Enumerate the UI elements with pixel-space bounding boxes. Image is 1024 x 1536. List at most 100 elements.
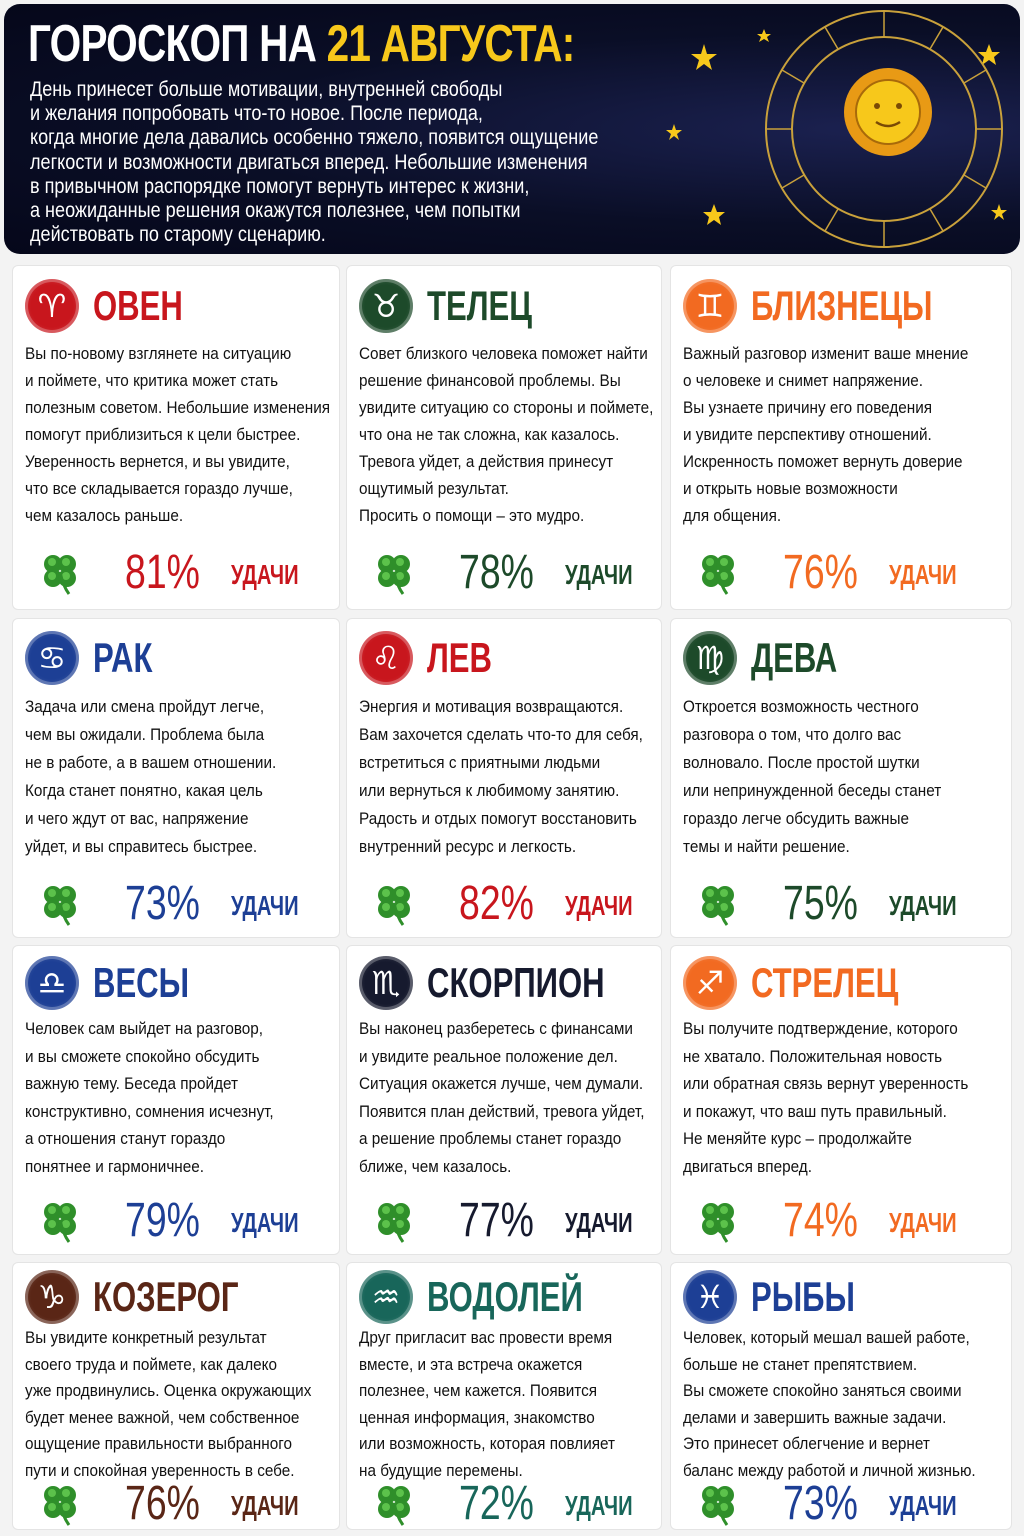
intro: День принесет больше мотивации, внутренн… xyxy=(30,78,598,247)
sign-icon: ♐ xyxy=(683,956,737,1010)
luck-percent: 75% xyxy=(783,877,858,930)
text-line: вместе, и эта встреча окажется xyxy=(359,1354,583,1374)
sign-name: ВЕСЫ xyxy=(93,959,190,1006)
clover xyxy=(693,1198,743,1249)
header: ГОРОСКОП НА 21 АВГУСТА: День принесет бо… xyxy=(4,4,1020,254)
text-line: делами и завершить важные задачи. xyxy=(683,1407,947,1427)
sign-header: ♈ ОВЕН xyxy=(25,278,214,334)
text-line: чем казалось раньше. xyxy=(25,506,184,525)
text-line: и чего ждут от вас, напряжение xyxy=(25,809,249,828)
clover-icon xyxy=(702,1203,734,1243)
text-line: Вы сможете спокойно заняться своими xyxy=(683,1381,962,1400)
sign-header: ♓ РЫБЫ xyxy=(683,1269,891,1325)
luck-label: УДАЧИ xyxy=(889,1490,957,1521)
luck-row: 76% УДАЧИ xyxy=(13,1479,339,1529)
title: ГОРОСКОП НА 21 АВГУСТА: xyxy=(28,14,575,74)
luck-row: 73% УДАЧИ xyxy=(671,1479,1011,1529)
luck-percent: 73% xyxy=(125,877,200,930)
luck-label: УДАЧИ xyxy=(231,890,299,921)
sign-card: ♌ ЛЕВ Энергия и мотивация возвращаются. Вам… xyxy=(346,618,662,938)
sign-header: ♌ ЛЕВ xyxy=(359,630,515,686)
luck-label: УДАЧИ xyxy=(565,1207,633,1238)
sign-name: РЫБЫ xyxy=(751,1273,855,1320)
intro-line: легкости и возможности двигаться вперед.… xyxy=(30,150,588,174)
luck-label: УДАЧИ xyxy=(565,890,633,921)
text-line: Важный разговор изменит ваше мнение xyxy=(683,344,969,363)
sign-name: ОВЕН xyxy=(93,282,183,329)
sign-text: Вы получите подтверждение, которого не хв… xyxy=(683,1015,968,1180)
clover-icon xyxy=(702,555,734,595)
sign-name: РАК xyxy=(93,634,153,681)
text-line: и покажут, что ваш путь правильный. xyxy=(683,1101,947,1121)
sign-icon: ♌ xyxy=(359,631,413,685)
luck-row: 79% УДАЧИ xyxy=(13,1196,339,1246)
text-line: баланс между работой и личной жизнью. xyxy=(683,1460,976,1480)
text-line: Энергия и мотивация возвращаются. xyxy=(359,697,624,716)
luck-percent: 72% xyxy=(459,1477,534,1530)
luck-percent: 78% xyxy=(459,546,534,599)
sign-header: ♒ ВОДОЛЕЙ xyxy=(359,1269,638,1325)
text-line: внутренний ресурс и легкость. xyxy=(359,837,577,856)
sign-header: ♊ БЛИЗНЕЦЫ xyxy=(683,278,996,334)
text-line: решение финансовой проблемы. Вы xyxy=(359,371,621,390)
text-line: помогут приблизиться к цели быстрее. xyxy=(25,425,301,444)
text-line: Совет близкого человека поможет найти xyxy=(359,344,648,363)
text-line: Появится план действий, тревога уйдет, xyxy=(359,1101,645,1121)
text-line: или непринужденной беседы станет xyxy=(683,781,942,800)
sign-text: Человек сам выйдет на разговор, и вы смож… xyxy=(25,1015,274,1180)
sign-name: ДЕВА xyxy=(751,634,838,681)
text-line: увидите ситуацию со стороны и поймете, xyxy=(359,398,654,417)
text-line: Ситуация окажется лучше, чем думали. xyxy=(359,1074,644,1093)
text-line: встретиться с приятными людьми xyxy=(359,753,601,772)
text-line: не хватало. Положительная новость xyxy=(683,1046,943,1066)
clover-icon xyxy=(44,1203,76,1243)
luck-row: 74% УДАЧИ xyxy=(671,1196,1011,1246)
luck-percent: 77% xyxy=(459,1194,534,1247)
sign-icon: ♈ xyxy=(25,279,79,333)
clover xyxy=(35,1198,85,1249)
sign-text: Вы увидите конкретный результат своего тр… xyxy=(25,1325,311,1484)
luck-percent: 82% xyxy=(459,877,534,930)
sign-name: СТРЕЛЕЦ xyxy=(751,959,899,1006)
clover xyxy=(693,881,743,932)
luck-label: УДАЧИ xyxy=(565,559,633,590)
text-line: или вернуться к любимому занятию. xyxy=(359,781,620,800)
luck-label: УДАЧИ xyxy=(231,559,299,590)
sign-text: Вы по-новому взглянете на ситуацию и пойм… xyxy=(25,340,330,529)
sign-card: ♉ ТЕЛЕЦ Совет близкого человека поможет на… xyxy=(346,265,662,610)
sign-icon: ♎ xyxy=(25,956,79,1010)
text-line: о человеке и снимет напряжение. xyxy=(683,371,924,390)
text-line: Тревога уйдет, а действия принесут xyxy=(359,452,614,471)
sign-card: ♒ ВОДОЛЕЙ Друг пригласит вас провести врем… xyxy=(346,1262,662,1530)
text-line: Уверенность вернется, и вы увидите, xyxy=(25,452,290,471)
sign-card: ♊ БЛИЗНЕЦЫ Важный разговор изменит ваше мн… xyxy=(670,265,1012,610)
text-line: Человек, который мешал вашей работе, xyxy=(683,1328,970,1347)
text-line: Вы наконец разберетесь с финансами xyxy=(359,1019,633,1038)
luck-label: УДАЧИ xyxy=(889,559,957,590)
luck-percent: 74% xyxy=(783,1194,858,1247)
sign-icon: ♏ xyxy=(359,956,413,1010)
text-line: больше не станет препятствием. xyxy=(683,1354,918,1374)
text-line: Радость и отдых помогут восстановить xyxy=(359,809,637,828)
luck-row: 78% УДАЧИ xyxy=(347,548,661,598)
clover xyxy=(693,550,743,601)
luck-row: 72% УДАЧИ xyxy=(347,1479,661,1529)
sign-icon: ♒ xyxy=(359,1270,413,1324)
sign-name: СКОРПИОН xyxy=(427,959,605,1006)
sign-text: Откроется возможность честного разговора … xyxy=(683,693,941,861)
intro-line: действовать по старому сценарию. xyxy=(30,223,326,247)
text-line: будет менее важной, чем собственное xyxy=(25,1407,300,1427)
luck-row: 82% УДАЧИ xyxy=(347,879,661,929)
text-line: Друг пригласит вас провести время xyxy=(359,1328,613,1347)
text-line: Вы по-новому взглянете на ситуацию xyxy=(25,344,292,363)
text-line: на будущие перемены. xyxy=(359,1460,523,1480)
clover-icon xyxy=(378,886,410,926)
stars xyxy=(666,29,1007,225)
text-line: Человек сам выйдет на разговор, xyxy=(25,1019,264,1038)
sign-text: Вы наконец разберетесь с финансами и увид… xyxy=(359,1015,644,1180)
sign-text: Задача или смена пройдут легче, чем вы ож… xyxy=(25,693,276,861)
sign-card: ♐ СТРЕЛЕЦ Вы получите подтверждение, котор… xyxy=(670,945,1012,1255)
sign-name: ТЕЛЕЦ xyxy=(427,282,532,329)
